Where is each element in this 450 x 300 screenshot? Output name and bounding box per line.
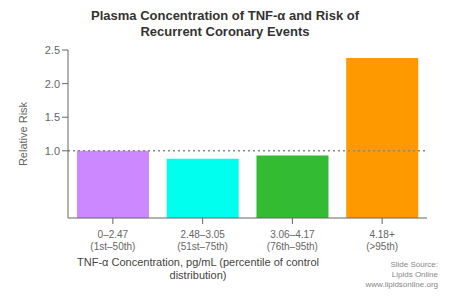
html-text:www.lipidsonline.org: www.lipidsonline.org	[365, 280, 438, 289]
html-text:TNF-α Concentration, pg/mL (pe: TNF-α Concentration, pg/mL (percentile o…	[77, 256, 319, 268]
svg-text:1.5: 1.5	[45, 111, 60, 123]
svg-text:Relative Risk: Relative Risk	[17, 101, 29, 166]
html-text:Plasma Concentration of TNF-α: Plasma Concentration of TNF-α and Risk o…	[91, 8, 359, 23]
svg-text:2.0: 2.0	[45, 78, 60, 90]
html-text:Lipids Online: Lipids Online	[391, 270, 438, 279]
svg-text:1.0: 1.0	[45, 145, 60, 157]
svg-text:2.5: 2.5	[45, 44, 60, 56]
svg-text:4.18+(>95th): 4.18+(>95th)	[366, 229, 398, 252]
html-text:distribution): distribution)	[169, 269, 227, 281]
html-text:Recurrent Coronary Events: Recurrent Coronary Events	[140, 24, 310, 39]
svg-text:0–2.47(1st–50th): 0–2.47(1st–50th)	[90, 229, 135, 252]
svg-text:3.06–4.17(76th–95th): 3.06–4.17(76th–95th)	[267, 229, 318, 252]
svg-text:2.48–3.05(51st–75th): 2.48–3.05(51st–75th)	[177, 229, 228, 252]
html-text:Slide Source:: Slide Source:	[390, 260, 438, 269]
